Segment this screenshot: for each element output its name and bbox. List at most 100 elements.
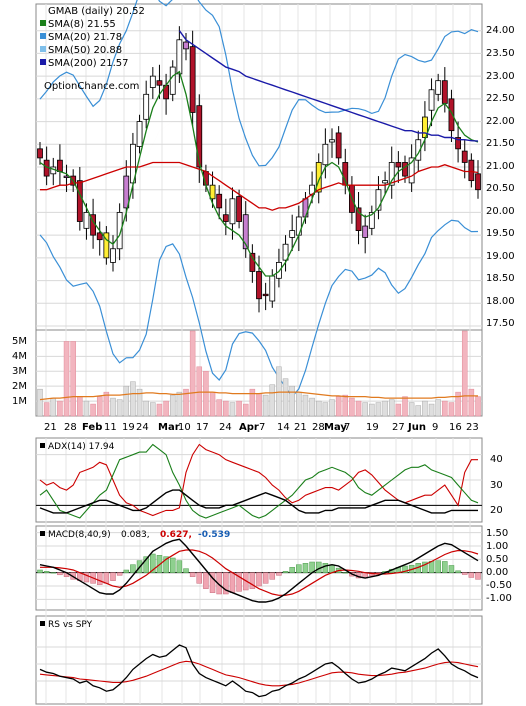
candle-body [176, 39, 183, 75]
volume-bar [402, 396, 408, 417]
macd-histogram-bar [302, 563, 309, 573]
candle-body [282, 243, 289, 261]
volume-bar [123, 385, 130, 417]
candle-body [375, 189, 382, 211]
watermark: OptionChance.com [44, 81, 139, 92]
volume-bar [355, 400, 362, 417]
candle-body [156, 80, 163, 86]
macd-histogram-bar [37, 569, 43, 573]
rs-panel [35, 615, 483, 705]
macd-histogram-bar [455, 570, 461, 573]
x-tick: 23 [466, 422, 479, 433]
x-tick: 24 [219, 422, 232, 433]
candle-body [368, 212, 375, 229]
macd-histogram-bar [468, 572, 475, 578]
macd-value-1: 0.083, [121, 530, 150, 540]
volume-bar [223, 400, 229, 417]
x-tick: Mar [158, 422, 180, 433]
x-axis: 21 28 Feb 11 19 24 Mar 10 17 24 Apr 7 14… [44, 422, 479, 433]
volume-bar [189, 330, 196, 417]
candle-body [249, 252, 256, 272]
macd-histogram-bar [50, 572, 57, 574]
volume-bar [428, 403, 435, 417]
x-tick: 10 [178, 422, 191, 433]
volume-bar [388, 399, 395, 417]
candle-body [269, 275, 276, 302]
volume-bar [256, 393, 262, 417]
price-tick: 24.00 [486, 25, 515, 36]
volume-bar [249, 388, 256, 417]
candle-body [83, 212, 90, 229]
macd-histogram-bar [110, 572, 116, 581]
candle-body [322, 143, 329, 166]
volume-bar [209, 391, 216, 417]
price-title: GMAB (daily) 20.52 [48, 6, 145, 17]
x-tick: 21 [44, 422, 57, 433]
candle-body [262, 293, 269, 297]
candle-body [189, 46, 196, 113]
candle-body [103, 232, 110, 259]
macd-histogram-bar [282, 571, 289, 573]
candle-body [123, 175, 130, 209]
macd-tick: 1.00 [486, 541, 508, 552]
macd-histogram-bar [262, 572, 269, 584]
volume-bar [475, 396, 481, 417]
macd-histogram-bar [57, 572, 63, 576]
candle-body [475, 173, 481, 191]
macd-histogram-bar [256, 572, 262, 587]
macd-histogram-bar [216, 572, 222, 595]
candle-body [143, 93, 150, 120]
candle-body [355, 207, 362, 231]
x-tick: 24 [136, 422, 149, 433]
macd-histogram-bar [163, 556, 169, 573]
candle-body [169, 66, 176, 95]
sma200-line [178, 30, 479, 142]
macd-histogram-bar [130, 564, 136, 573]
x-tick: 21 [294, 422, 307, 433]
price-y-axis: 24.00 23.50 23.00 22.50 22.00 21.50 21.0… [486, 25, 515, 329]
adx-plus-di-line [39, 443, 479, 519]
legend-label-sma8: SMA(8) 21.55 [48, 19, 116, 30]
candle-body [110, 248, 116, 263]
macd-histogram-bar [249, 572, 256, 589]
price-tick: 19.50 [486, 228, 515, 239]
legend-swatch-sma50 [40, 46, 46, 52]
volume-bar [130, 381, 136, 417]
legend-label-sma20: SMA(20) 21.78 [48, 32, 122, 43]
candle-body [448, 98, 455, 132]
candle-body [382, 180, 388, 184]
macd-tick: 1.50 [486, 528, 508, 539]
macd-histogram-bar [150, 553, 156, 573]
macd-histogram-bar [329, 564, 335, 573]
volume-bar [289, 385, 295, 417]
volume-bar [435, 399, 441, 417]
candle-body [408, 157, 415, 184]
macd-histogram-bar [422, 561, 428, 573]
volume-bar [262, 394, 269, 417]
sma8-line [39, 70, 479, 277]
candle-body [295, 216, 302, 236]
candle-body [461, 150, 468, 163]
candle-body [455, 137, 461, 150]
sma20-line [40, 121, 479, 263]
macd-histogram-bar [342, 572, 349, 574]
candle-body [415, 139, 422, 161]
macd-value-2: 0.627, [160, 530, 192, 540]
candle-body [196, 105, 203, 168]
macd-title: MACD(8,40,9) [48, 530, 111, 540]
x-tick: 11 [104, 422, 117, 433]
x-tick: Apr [239, 422, 259, 433]
macd-histogram-bar [435, 560, 441, 573]
volume-bar [83, 400, 90, 417]
volume-bar [150, 402, 156, 417]
macd-histogram-bar [223, 572, 229, 595]
candle-body [236, 196, 242, 222]
macd-signal-line [40, 549, 479, 596]
candle-body [315, 162, 322, 193]
volume-bar [229, 402, 236, 417]
volume-bar [103, 391, 110, 417]
volume-y-axis: 5M 4M 3M 2M 1M [12, 336, 27, 407]
volume-bar [50, 397, 57, 417]
price-tick: 17.50 [486, 318, 515, 329]
